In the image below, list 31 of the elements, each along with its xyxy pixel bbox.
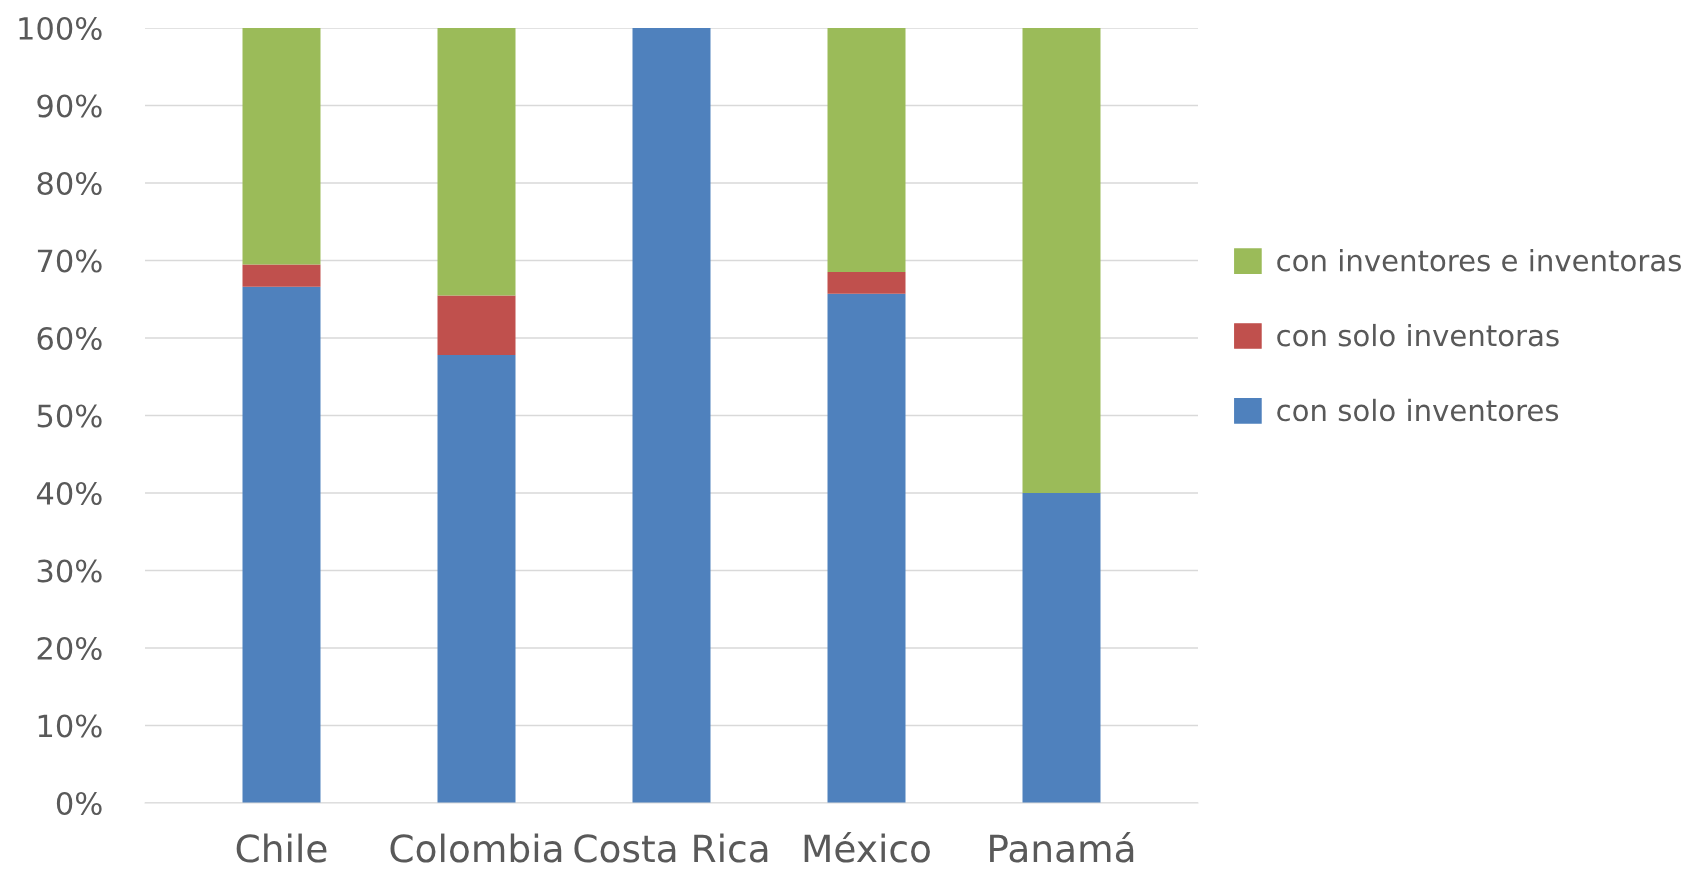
bar: [1022, 493, 1101, 803]
y-tick-label: 80%: [37, 171, 102, 196]
legend-label: con inventores e inventoras: [1277, 248, 1681, 272]
y-tick-label: 10%: [38, 714, 102, 738]
y-tick-label: 90%: [37, 94, 102, 118]
y-tick-label: 20%: [37, 636, 102, 661]
y-tick-label: 70%: [37, 249, 102, 273]
x-tick-label: Chile: [236, 833, 327, 863]
y-tick-label: 60%: [37, 326, 102, 351]
bar: [242, 28, 321, 265]
bar: [437, 28, 516, 296]
bar: [1022, 28, 1101, 493]
y-tick-label: 30%: [37, 559, 102, 583]
legend-label: con solo inventoras: [1277, 323, 1559, 347]
y-tick-label: 100%: [19, 16, 102, 41]
bar: [632, 28, 711, 803]
x-tick-label: Costa Rica: [574, 833, 768, 863]
y-tick-label: 0%: [56, 791, 102, 816]
legend-label: con solo inventores: [1277, 398, 1559, 422]
x-tick-label: Colombia: [390, 833, 562, 863]
bar: [242, 264, 321, 287]
bar: [437, 355, 516, 803]
bar: [827, 293, 906, 803]
bar: [827, 28, 906, 273]
bar: [242, 286, 321, 803]
y-tick-label: 50%: [37, 404, 102, 428]
bar: [437, 295, 516, 356]
bar: [827, 272, 906, 294]
x-tick-label: Panamá: [990, 832, 1134, 863]
y-tick-label: 40%: [36, 481, 102, 506]
x-tick-label: México: [804, 832, 930, 863]
